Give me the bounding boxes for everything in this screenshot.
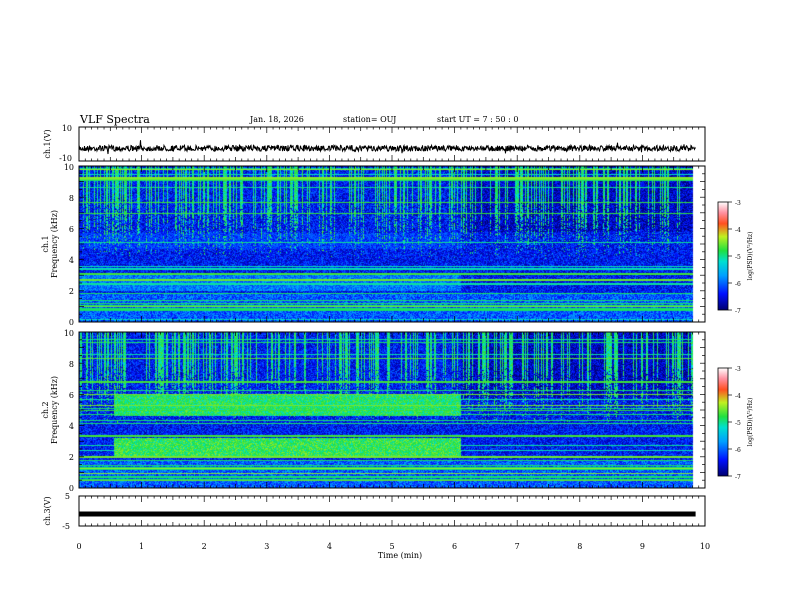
ch2-colorbar-label: log(PSD)(V²/Hz) <box>747 398 754 447</box>
ch1-cb-tick-m4: -4 <box>735 227 741 234</box>
figure-title: VLF Spectra <box>79 113 150 126</box>
x-tick-label: 0 <box>76 542 81 551</box>
ch2-freq-tick-2: 2 <box>69 453 74 462</box>
ch3-ytick-top: 5 <box>65 492 70 501</box>
x-tick-label: 3 <box>264 542 269 551</box>
ch1-spectrogram-panel: 0 2 4 6 8 10 ch.1 Frequency (kHz) <box>41 163 706 327</box>
ch1-waveform-panel: 10 -10 ch.1(V) <box>43 124 706 163</box>
x-axis-label: Time (min) <box>378 551 422 560</box>
ch1-colorbar-label: log(PSD)(V²/Hz) <box>747 232 754 281</box>
ch2-cb-tick-m5: -5 <box>735 420 741 427</box>
ch1-waveform-trace <box>78 140 696 155</box>
ch1-freq-tick-2: 2 <box>69 287 74 296</box>
ch2-colorbar-ticks <box>728 367 732 477</box>
x-axis-tick-labels: 0 1 2 3 4 5 6 7 8 9 10 <box>76 542 710 551</box>
ch1-colorbar-ticks <box>728 201 732 311</box>
x-tick-label: 5 <box>389 542 394 551</box>
ch1-freq-tick-0: 0 <box>69 318 74 327</box>
x-tick-label: 8 <box>577 542 582 551</box>
ch1-spectrogram-ylabel: Frequency (kHz) <box>50 210 59 278</box>
ch1-cb-tick-m3: -3 <box>735 200 741 207</box>
x-tick-label: 7 <box>515 542 520 551</box>
ch3-waveform-panel: 5 -5 ch.3(V) <box>43 492 706 531</box>
ch1-cb-tick-m7: -7 <box>735 308 741 315</box>
ch2-spectrogram-ticks <box>78 331 706 489</box>
ch2-freq-tick-6: 6 <box>69 391 74 400</box>
ch1-ytick-bottom: -10 <box>59 154 72 163</box>
ch2-spectrogram-channel: ch.2 <box>41 401 50 418</box>
ch1-ytick-top: 10 <box>62 124 72 133</box>
ch2-cb-tick-m4: -4 <box>735 393 741 400</box>
x-tick-label: 4 <box>327 542 332 551</box>
ch2-freq-tick-8: 8 <box>69 360 74 369</box>
start-ut-label: start UT = 7 : 50 : 0 <box>437 115 518 124</box>
x-tick-label: 9 <box>640 542 645 551</box>
ch2-cb-tick-m6: -6 <box>735 447 741 454</box>
ch2-spectrogram-image <box>79 332 705 488</box>
station-label: station= OUJ <box>343 115 396 124</box>
ch1-colorbar: -3 -4 -5 -6 -7 log(PSD)(V²/Hz) <box>717 200 754 315</box>
ch1-waveform-ticks <box>78 127 706 161</box>
ch2-freq-tick-10: 10 <box>64 329 74 338</box>
ch2-freq-tick-4: 4 <box>69 422 74 431</box>
ch2-cb-tick-m3: -3 <box>735 366 741 373</box>
x-tick-label: 6 <box>452 542 457 551</box>
ch2-spectrogram-ylabel: Frequency (kHz) <box>50 376 59 444</box>
ch1-colorbar-bar <box>717 201 729 311</box>
x-tick-label: 1 <box>139 542 144 551</box>
ch1-freq-tick-4: 4 <box>69 256 74 265</box>
ch1-spectrogram-image <box>79 166 705 322</box>
ch1-freq-tick-6: 6 <box>69 225 74 234</box>
ch1-cb-tick-m5: -5 <box>735 254 741 261</box>
ch2-colorbar: -3 -4 -5 -6 -7 log(PSD)(V²/Hz) <box>717 366 754 481</box>
x-tick-label: 2 <box>202 542 207 551</box>
ch3-waveform-ticks <box>78 496 706 526</box>
ch2-freq-tick-0: 0 <box>69 484 74 493</box>
ch1-spectrogram-ticks <box>78 165 706 323</box>
date-label: Jan. 18, 2026 <box>249 115 304 124</box>
ch1-waveform-ylabel: ch.1(V) <box>43 129 52 158</box>
ch1-spectrogram-channel: ch.1 <box>41 235 50 252</box>
ch2-colorbar-bar <box>717 367 729 477</box>
ch3-waveform-ylabel: ch.3(V) <box>43 496 52 525</box>
ch1-cb-tick-m6: -6 <box>735 281 741 288</box>
ch3-ytick-bottom: -5 <box>62 522 70 531</box>
ch2-spectrogram-panel: 0 2 4 6 8 10 ch.2 Frequency (kHz) <box>41 329 706 493</box>
x-tick-label: 10 <box>700 542 710 551</box>
ch2-cb-tick-m7: -7 <box>735 474 741 481</box>
ch3-waveform-trace <box>79 511 696 517</box>
ch1-freq-tick-8: 8 <box>69 194 74 203</box>
ch1-freq-tick-10: 10 <box>64 163 74 172</box>
